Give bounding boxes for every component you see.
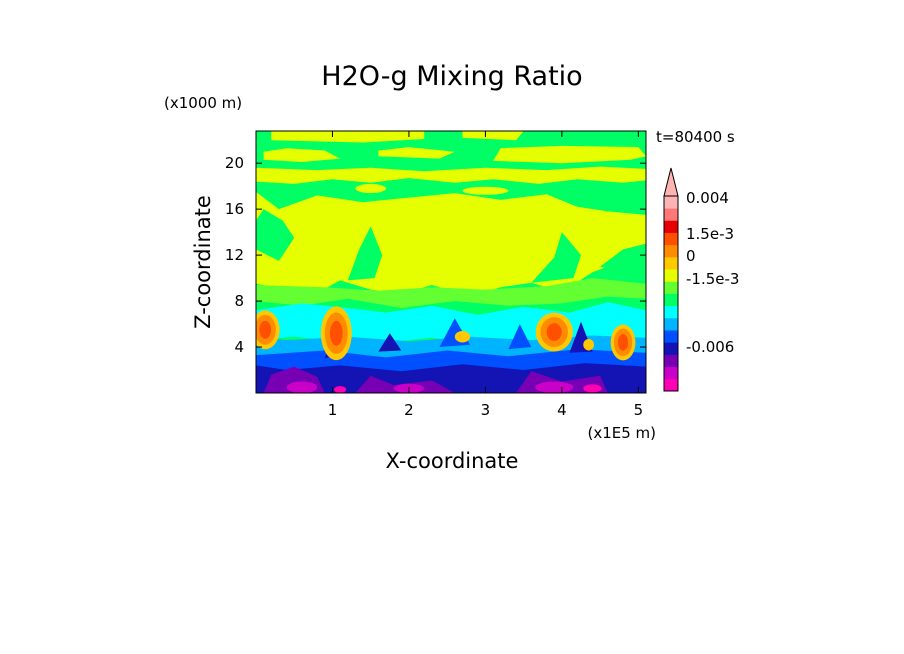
contour-region — [378, 147, 455, 159]
chart-title: H2O-g Mixing Ratio — [321, 61, 582, 92]
colorbar-swatch — [664, 208, 678, 221]
colorbar-swatch — [664, 256, 678, 270]
contour-region — [531, 232, 581, 283]
contour-cell — [329, 320, 343, 346]
contour-cell — [618, 334, 629, 351]
colorbar-label: 1.5e-3 — [686, 225, 734, 243]
colorbar-label: 0.004 — [686, 189, 729, 207]
contour-cell — [583, 384, 602, 393]
contour-cell — [259, 320, 272, 339]
time-label: t=80400 s — [656, 128, 735, 146]
contour-cell — [535, 381, 574, 393]
contour-region — [493, 145, 646, 164]
y-axis-label: Z-coordinate — [191, 195, 215, 329]
plot-frame — [255, 130, 647, 394]
contour-region — [347, 226, 383, 281]
x-tick-label: 4 — [557, 401, 567, 419]
colorbar-swatch — [664, 281, 678, 294]
colorbar-label: 0 — [686, 247, 696, 265]
contour-region — [271, 131, 425, 143]
contour-region — [378, 333, 402, 352]
contour-region — [256, 166, 646, 184]
x-multiplier-label: (x1E5 m) — [587, 424, 656, 442]
x-axis: 1 2 3 4 5 — [328, 131, 643, 419]
colorbar-frame — [663, 195, 679, 392]
x-tick-label: 3 — [481, 401, 491, 419]
colorbar-swatch — [664, 317, 678, 331]
x-tick-label: 2 — [404, 401, 414, 419]
contour-field — [256, 131, 646, 393]
y-tick-label: 8 — [234, 292, 244, 310]
contour-cell — [454, 330, 471, 343]
colorbar-extend-triangle — [663, 167, 679, 197]
colorbar-label: -0.006 — [686, 338, 734, 356]
contour-cell — [334, 386, 347, 393]
contour-cell — [286, 381, 318, 393]
contour-cell — [462, 186, 509, 195]
y-tick-label: 12 — [225, 246, 244, 264]
colorbar-label: -1.5e-3 — [686, 270, 739, 288]
x-tick-label: 5 — [634, 401, 644, 419]
colorbar-swatch — [664, 305, 678, 319]
y-multiplier-label: (x1000 m) — [164, 94, 242, 112]
colorbar-swatch — [664, 330, 678, 343]
contour-region — [256, 209, 295, 261]
colorbar-labels: 0.004 1.5e-3 0 -1.5e-3 -0.006 — [686, 189, 739, 356]
y-axis: 4 8 12 16 20 — [225, 154, 646, 356]
colorbar-swatch — [664, 378, 678, 392]
colorbar-swatch — [664, 366, 678, 380]
colorbar-swatch — [664, 269, 678, 282]
colorbar-swatch — [664, 220, 678, 233]
colorbar-swatch — [664, 293, 678, 307]
contour-region — [600, 243, 646, 273]
contour-cell — [546, 323, 562, 342]
contour-region — [256, 278, 646, 308]
x-axis-label: X-coordinate — [386, 449, 519, 473]
y-tick-label: 20 — [225, 154, 244, 172]
colorbar-swatch — [664, 342, 678, 355]
colorbar-swatch — [664, 354, 678, 368]
contour-cell — [583, 338, 594, 351]
colorbar-swatch — [664, 196, 678, 209]
colorbar-swatch — [664, 232, 678, 246]
y-tick-label: 4 — [234, 338, 244, 356]
y-tick-label: 16 — [225, 200, 244, 218]
contour-cell — [355, 183, 386, 194]
colorbar — [663, 167, 679, 392]
contour-region — [508, 324, 532, 350]
contour-region — [263, 148, 341, 162]
plot-area — [256, 131, 646, 393]
contour-region — [462, 131, 524, 141]
colorbar-swatch — [664, 244, 678, 258]
x-tick-label: 1 — [328, 401, 338, 419]
